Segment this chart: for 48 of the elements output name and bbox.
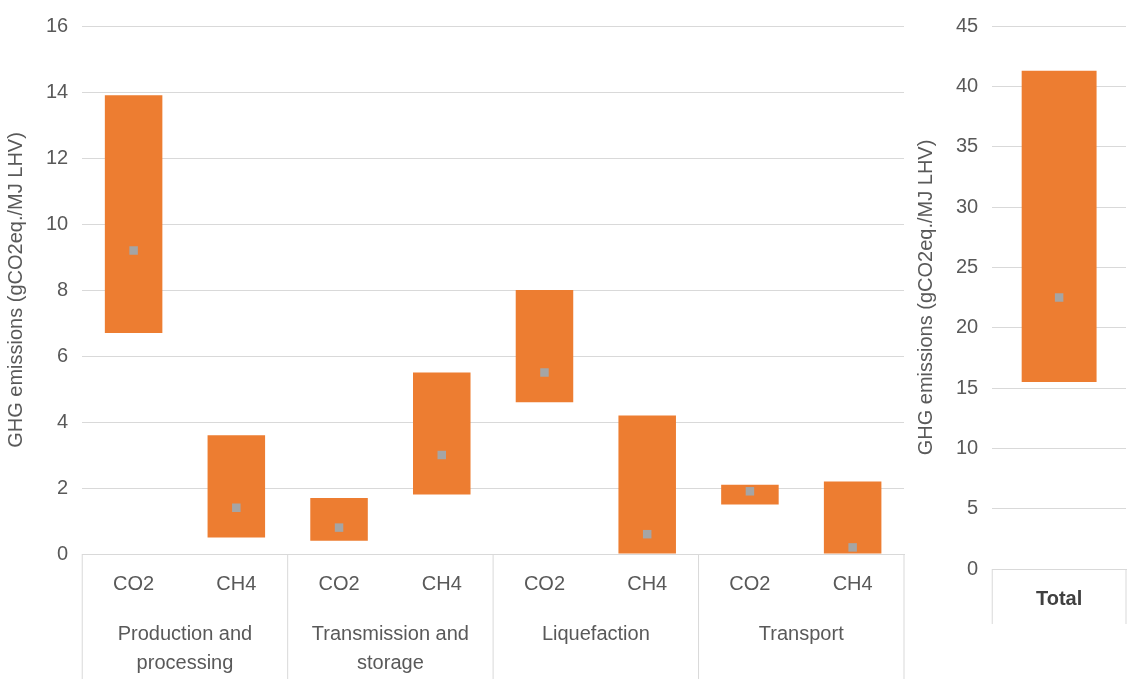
y-tick-label: 0 <box>967 556 979 579</box>
y-axis-title: GHG emissions (gCO2eq./MJ LHV) <box>913 139 936 456</box>
y-tick-label: 14 <box>46 79 69 102</box>
x-tick-label: CH4 <box>216 571 257 594</box>
y-tick-label: 2 <box>57 475 69 498</box>
x-tick-label: CO2 <box>318 571 360 594</box>
bar <box>310 497 368 541</box>
y-tick-label: 30 <box>956 194 979 217</box>
y-tick-label: 10 <box>956 435 979 458</box>
x-tick-label: CH4 <box>421 571 462 594</box>
y-tick-label: 5 <box>967 496 979 519</box>
x-tick-label: CO2 <box>523 571 566 594</box>
y-tick-label: 16 <box>46 13 69 36</box>
y-tick-label: 10 <box>46 211 69 234</box>
x-tick-label: CH4 <box>627 571 668 594</box>
text: Production and processing <box>117 622 253 673</box>
y-tick-label: 20 <box>956 315 979 338</box>
bar <box>413 372 471 495</box>
y-tick-label: 35 <box>956 134 979 157</box>
y-tick-label: 4 <box>57 409 69 432</box>
y-tick-label: 6 <box>57 343 69 366</box>
y-tick-label: 8 <box>57 277 69 300</box>
point <box>745 487 755 496</box>
x-tick-label: Total <box>1035 586 1083 609</box>
bar <box>823 481 882 554</box>
x-tick-label: CO2 <box>729 571 771 594</box>
point <box>232 503 241 513</box>
y-tick-label: 40 <box>956 73 979 96</box>
x-tick-label: CH4 <box>832 571 873 594</box>
x-tick-label: CO2 <box>113 571 155 594</box>
y-tick-label: 15 <box>956 375 979 398</box>
point <box>334 523 344 532</box>
text: Liquefaction <box>541 622 650 644</box>
y-tick-label: 25 <box>956 254 979 277</box>
bar <box>207 435 266 538</box>
text: Transmission and storage <box>311 622 469 673</box>
point <box>540 368 549 377</box>
bar <box>104 95 163 333</box>
y-tick-label: 0 <box>57 541 69 564</box>
point <box>848 543 857 552</box>
y-tick-label: 12 <box>46 145 69 168</box>
bar <box>721 484 779 505</box>
bar <box>515 290 574 403</box>
y-tick-label: 45 <box>956 13 979 36</box>
text: Transport <box>758 622 845 644</box>
bar <box>618 415 676 554</box>
y-axis-title: GHG emissions (gCO2eq./MJ LHV) <box>3 132 26 448</box>
point <box>129 246 138 255</box>
